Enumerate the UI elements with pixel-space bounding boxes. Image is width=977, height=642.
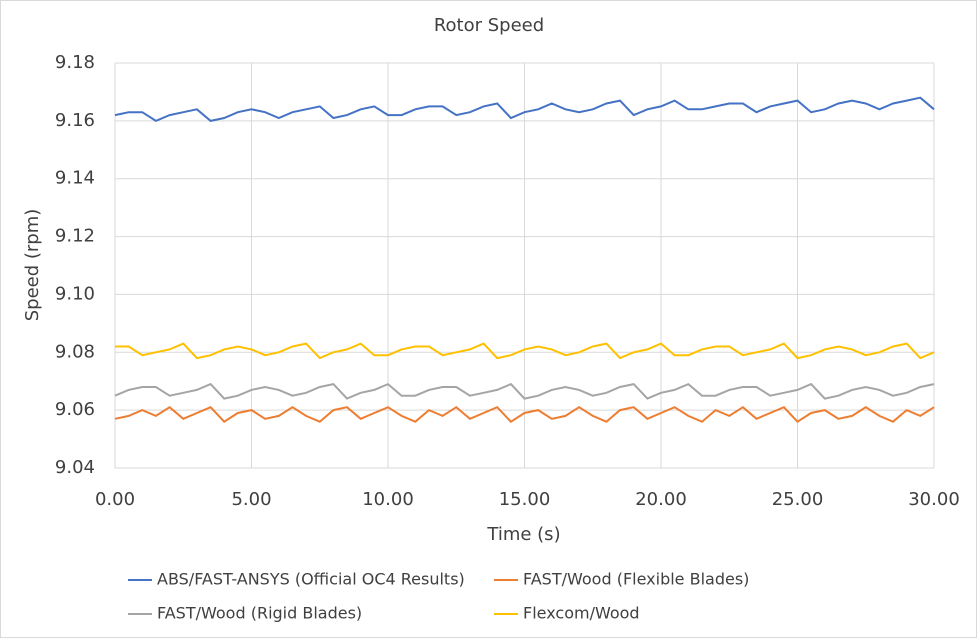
chart-title: Rotor Speed [434, 15, 544, 36]
x-tick-label: 30.00 [908, 489, 960, 510]
y-tick-label: 9.12 [55, 226, 95, 247]
legend-label: FAST/Wood (Rigid Blades) [157, 604, 362, 623]
x-tick-label: 0.00 [95, 489, 135, 510]
y-tick-label: 9.08 [55, 341, 95, 362]
legend-label: ABS/FAST-ANSYS (Official OC4 Results) [157, 570, 465, 589]
legend-label: Flexcom/Wood [523, 604, 640, 623]
series-line [114, 96, 935, 123]
y-tick-label: 9.18 [55, 52, 95, 73]
legend-label: FAST/Wood (Flexible Blades) [523, 570, 749, 589]
series-line [115, 342, 935, 360]
x-axis-label: Time (s) [486, 524, 560, 545]
series-line [114, 382, 935, 400]
x-tick-label: 5.00 [231, 489, 271, 510]
y-axis-label: Speed (rpm) [22, 209, 43, 322]
y-tick-label: 9.16 [55, 110, 95, 131]
series-line [114, 405, 935, 423]
y-tick-label: 9.14 [55, 168, 95, 189]
x-tick-label: 25.00 [772, 489, 824, 510]
y-tick-label: 9.10 [55, 283, 95, 304]
x-tick-label: 20.00 [635, 489, 687, 510]
y-tick-label: 9.04 [55, 457, 95, 478]
y-tick-label: 9.06 [55, 399, 95, 420]
x-tick-label: 15.00 [499, 489, 551, 510]
x-tick-label: 10.00 [362, 489, 414, 510]
